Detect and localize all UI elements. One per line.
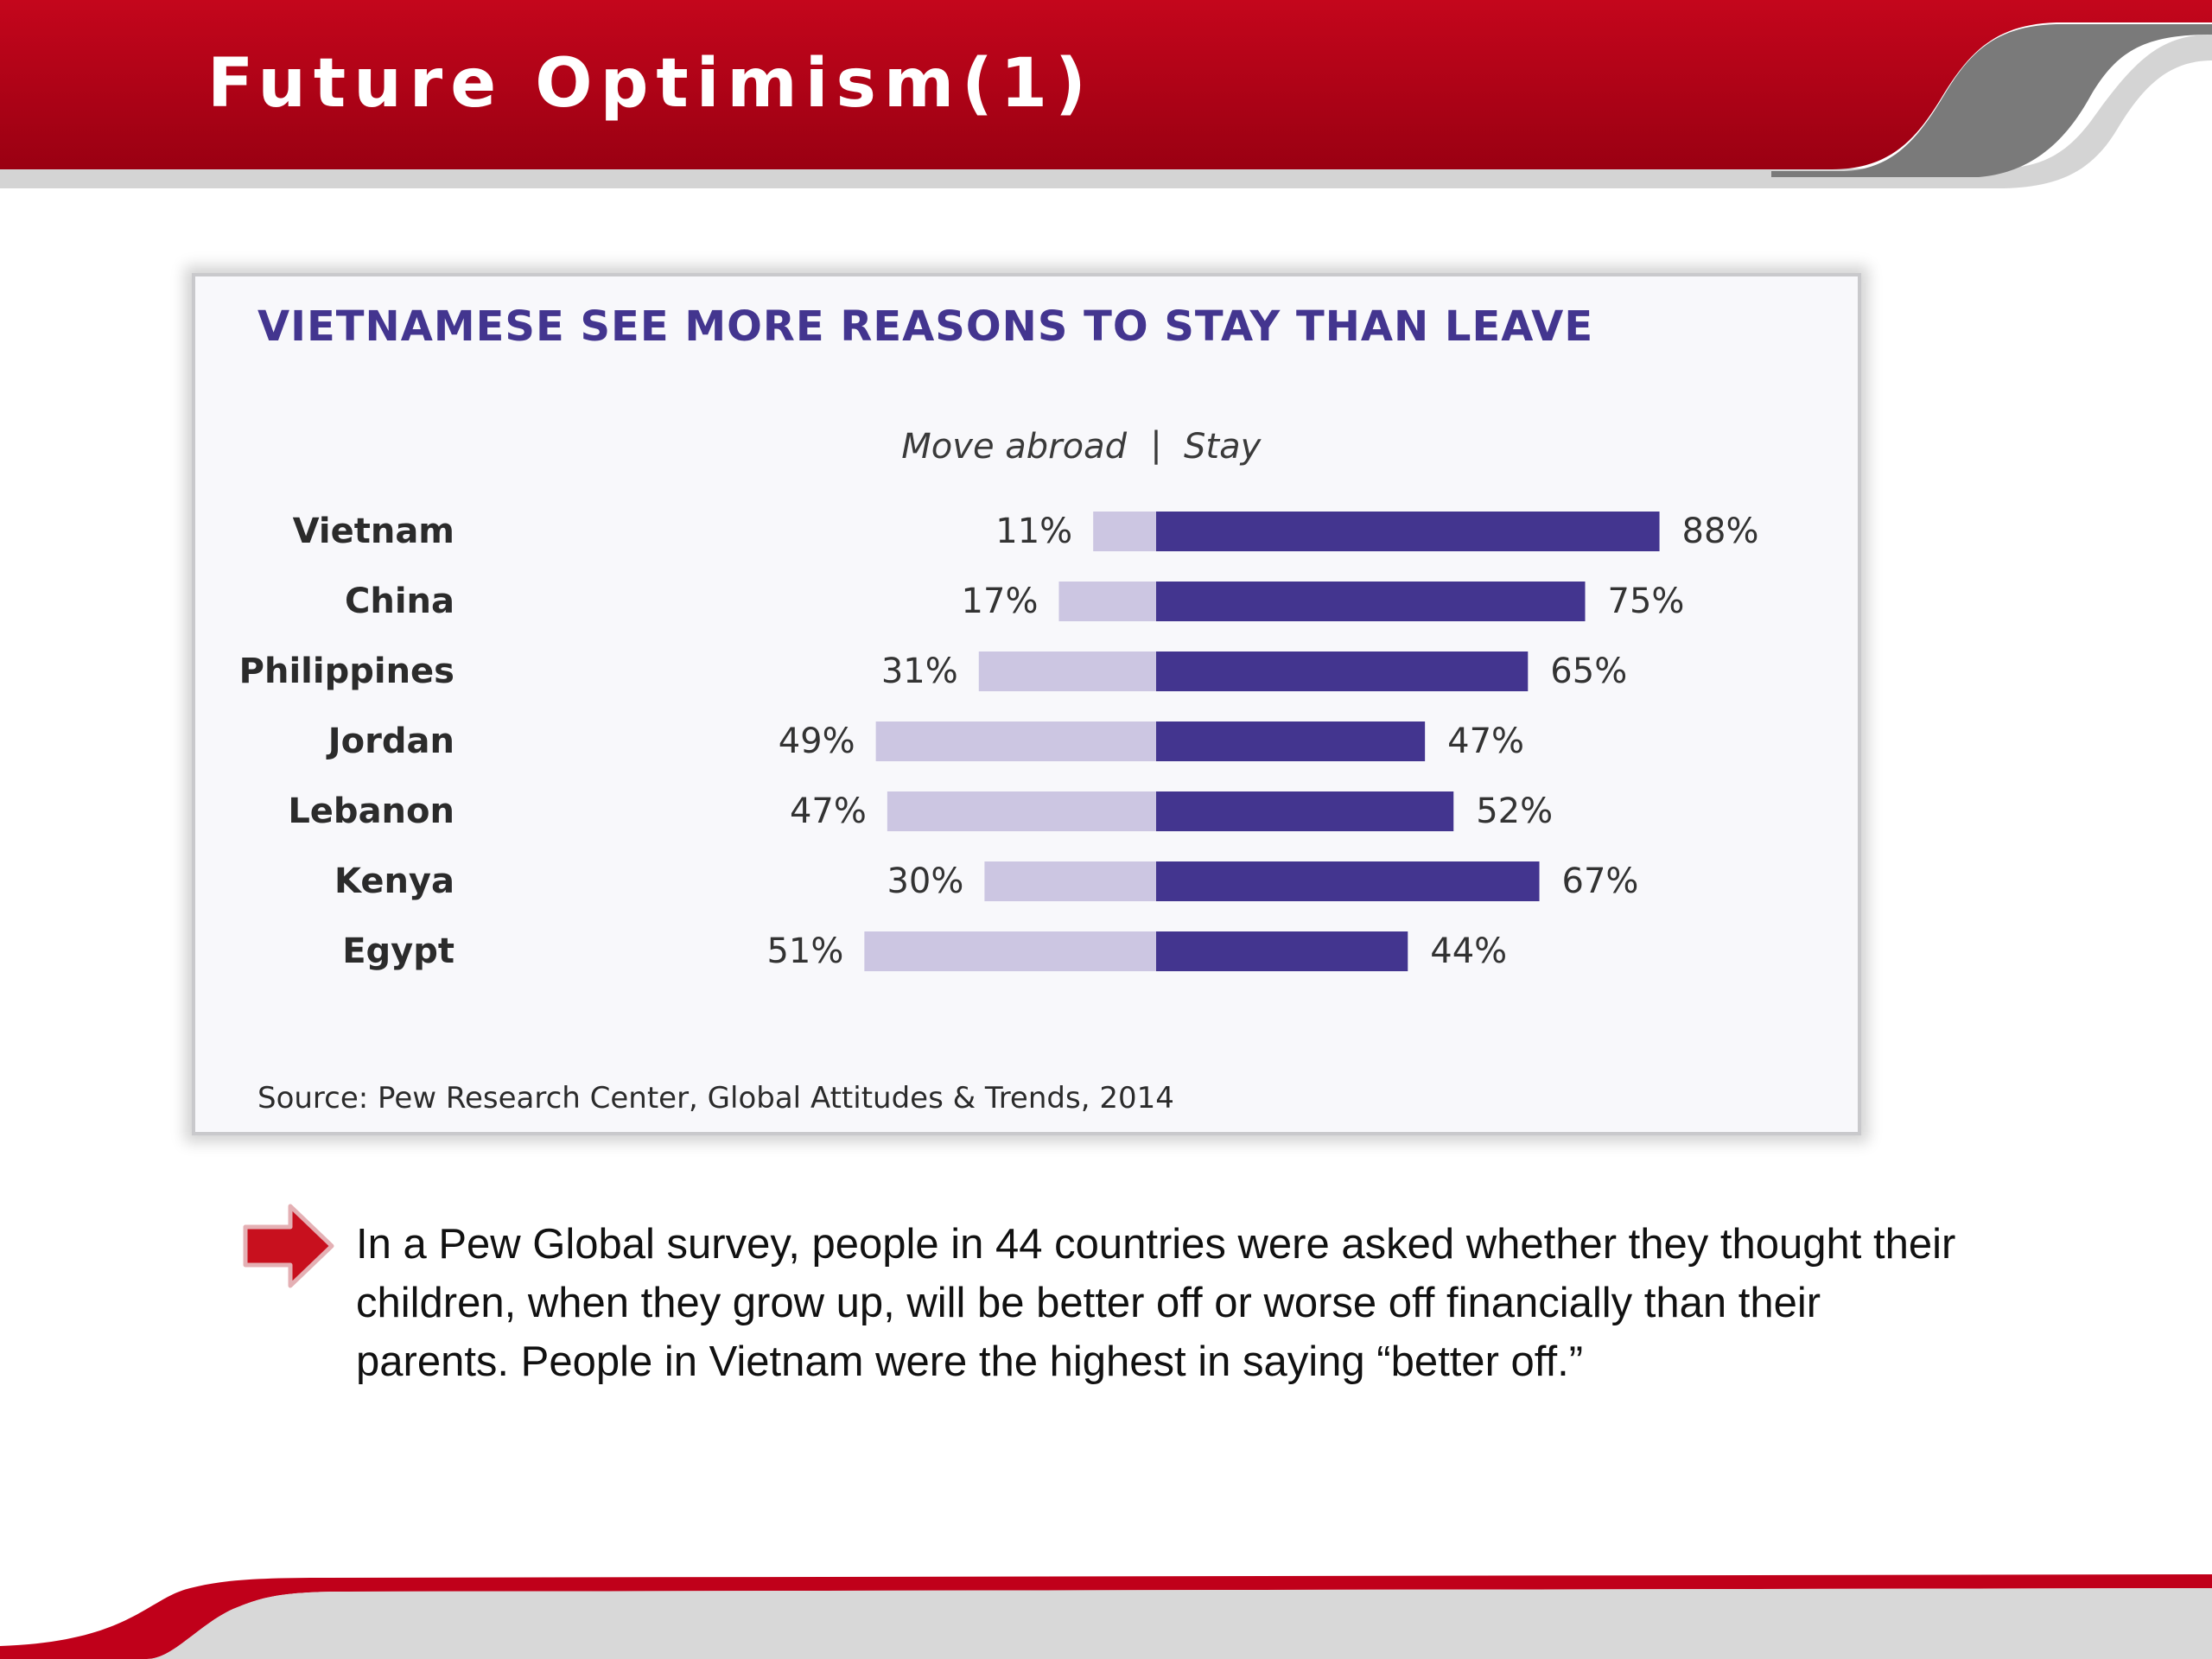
bar-stay-philippines [1156, 652, 1529, 691]
footer-gray-band [147, 1588, 2212, 1659]
bar-move-abroad-philippines [978, 652, 1156, 691]
header-dark-swoosh [1771, 24, 2212, 177]
bar-stay-lebanon [1156, 791, 1454, 831]
value-label-stay-lebanon: 52% [1476, 791, 1553, 831]
value-label-stay-egypt: 44% [1430, 931, 1507, 971]
category-label-philippines: Philippines [239, 652, 454, 691]
bar-move-abroad-china [1058, 582, 1156, 621]
red-arrow-icon [243, 1204, 334, 1288]
value-label-stay-china: 75% [1608, 582, 1685, 621]
bar-move-abroad-jordan [875, 721, 1156, 761]
chart-title: VIETNAMESE SEE MORE REASONS TO STAY THAN… [257, 302, 1593, 351]
bars-group: Vietnam 11% 88% China 17% 75% Philippines 31% 65… [239, 512, 1759, 971]
value-label-stay-kenya: 67% [1562, 861, 1639, 901]
category-label-kenya: Kenya [334, 861, 454, 901]
category-label-lebanon: Lebanon [288, 791, 454, 831]
header-red-band [0, 0, 2212, 169]
bar-stay-jordan [1156, 721, 1426, 761]
value-label-move-abroad-kenya: 30% [887, 861, 963, 901]
value-label-stay-philippines: 65% [1550, 652, 1627, 691]
category-label-egypt: Egypt [342, 931, 454, 971]
bar-move-abroad-egypt [864, 931, 1156, 971]
legend-separator: | [1150, 425, 1161, 465]
bullet-text: In a Pew Global survey, people in 44 cou… [356, 1221, 1956, 1385]
value-label-stay-vietnam: 88% [1682, 512, 1759, 551]
value-label-move-abroad-lebanon: 47% [790, 791, 867, 831]
value-label-stay-jordan: 47% [1447, 721, 1524, 761]
slide-title: Future Optimism(1) [207, 45, 1094, 123]
legend-move-abroad: Move abroad [901, 427, 1127, 467]
bar-move-abroad-vietnam [1093, 512, 1156, 551]
value-label-move-abroad-china: 17% [962, 582, 1039, 621]
bar-stay-kenya [1156, 861, 1540, 901]
category-label-jordan: Jordan [326, 721, 454, 761]
value-label-move-abroad-egypt: 51% [766, 931, 843, 971]
bar-stay-vietnam [1156, 512, 1660, 551]
value-label-move-abroad-vietnam: 11% [995, 512, 1072, 551]
diverging-bar-chart: VIETNAMESE SEE MORE REASONS TO STAY THAN… [239, 302, 1759, 1116]
value-label-move-abroad-philippines: 31% [881, 652, 958, 691]
bar-move-abroad-lebanon [887, 791, 1156, 831]
chart-frame: VIETNAMESE SEE MORE REASONS TO STAY THAN… [192, 273, 1861, 1135]
chart-source: Source: Pew Research Center, Global Atti… [257, 1081, 1174, 1116]
category-label-china: China [345, 582, 454, 621]
bar-stay-china [1156, 582, 1586, 621]
category-label-vietnam: Vietnam [293, 512, 454, 551]
legend-stay: Stay [1184, 427, 1262, 467]
value-label-move-abroad-jordan: 49% [779, 721, 855, 761]
bar-move-abroad-kenya [984, 861, 1156, 901]
footer-red-stripe [0, 1574, 2212, 1659]
bar-stay-egypt [1156, 931, 1408, 971]
